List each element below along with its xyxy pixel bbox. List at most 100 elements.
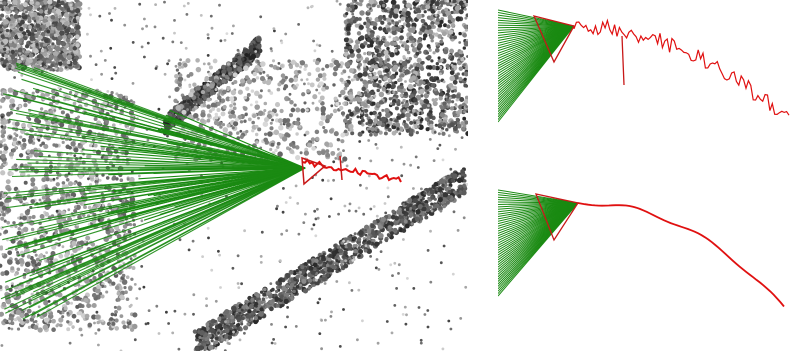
point bbox=[44, 184, 48, 188]
point bbox=[435, 62, 439, 66]
point bbox=[73, 181, 77, 186]
point bbox=[78, 174, 84, 179]
point bbox=[117, 93, 121, 98]
point bbox=[132, 323, 138, 330]
point bbox=[352, 97, 357, 102]
point bbox=[433, 88, 438, 92]
point bbox=[58, 253, 64, 259]
point bbox=[6, 207, 12, 213]
point bbox=[297, 23, 300, 26]
point bbox=[91, 302, 97, 309]
point bbox=[95, 287, 101, 294]
point bbox=[389, 117, 393, 122]
point bbox=[459, 96, 465, 103]
point bbox=[269, 47, 273, 50]
point bbox=[358, 2, 363, 7]
point bbox=[352, 19, 357, 24]
point bbox=[439, 112, 445, 118]
point bbox=[69, 28, 75, 34]
point bbox=[206, 36, 210, 40]
point bbox=[463, 7, 467, 11]
point bbox=[236, 322, 241, 327]
point bbox=[54, 45, 61, 52]
point bbox=[72, 101, 77, 106]
point bbox=[105, 290, 109, 294]
point bbox=[30, 227, 35, 232]
point bbox=[365, 186, 368, 190]
point bbox=[430, 195, 434, 200]
point bbox=[445, 127, 449, 132]
point bbox=[433, 181, 439, 187]
point bbox=[405, 16, 409, 20]
point bbox=[434, 7, 438, 12]
point bbox=[37, 305, 41, 309]
point bbox=[101, 203, 105, 207]
point bbox=[58, 61, 63, 66]
point bbox=[366, 235, 371, 240]
point bbox=[357, 246, 361, 250]
point bbox=[358, 17, 362, 21]
point bbox=[16, 107, 20, 111]
point bbox=[268, 294, 273, 299]
point bbox=[452, 0, 457, 4]
point bbox=[421, 103, 427, 110]
point bbox=[81, 213, 86, 217]
point bbox=[18, 153, 24, 158]
point bbox=[447, 190, 452, 194]
point bbox=[47, 45, 51, 49]
point bbox=[463, 24, 468, 29]
point bbox=[126, 126, 130, 130]
point bbox=[104, 119, 110, 124]
point bbox=[307, 286, 312, 290]
point bbox=[393, 227, 398, 232]
point bbox=[173, 309, 177, 313]
point bbox=[114, 285, 120, 290]
point bbox=[253, 315, 259, 321]
point bbox=[405, 112, 411, 118]
point bbox=[227, 335, 233, 340]
point bbox=[19, 312, 25, 319]
point bbox=[74, 156, 79, 161]
point bbox=[426, 72, 432, 77]
point bbox=[38, 253, 43, 259]
point bbox=[348, 281, 351, 285]
point bbox=[452, 126, 458, 131]
point bbox=[394, 106, 399, 111]
point bbox=[464, 16, 468, 20]
point bbox=[429, 115, 433, 119]
point bbox=[114, 310, 118, 314]
point bbox=[9, 111, 13, 115]
point bbox=[392, 13, 399, 19]
point bbox=[87, 322, 93, 328]
point bbox=[352, 244, 357, 248]
point bbox=[247, 309, 252, 314]
point bbox=[224, 309, 230, 315]
point bbox=[357, 97, 363, 103]
point bbox=[338, 2, 342, 6]
point bbox=[275, 281, 280, 285]
point bbox=[14, 49, 18, 53]
point bbox=[380, 116, 387, 122]
point bbox=[12, 221, 16, 225]
point bbox=[57, 292, 63, 298]
point bbox=[58, 14, 63, 19]
point bbox=[406, 50, 411, 55]
point bbox=[63, 12, 70, 18]
point bbox=[64, 253, 69, 258]
point bbox=[362, 79, 368, 85]
point bbox=[55, 30, 60, 35]
point bbox=[378, 85, 382, 89]
point bbox=[400, 174, 404, 178]
point bbox=[433, 197, 437, 201]
point bbox=[318, 332, 322, 335]
point bbox=[350, 78, 354, 82]
point bbox=[8, 151, 14, 157]
point bbox=[413, 83, 417, 88]
point bbox=[19, 257, 24, 263]
point bbox=[386, 27, 391, 32]
point bbox=[415, 209, 421, 215]
point bbox=[408, 17, 413, 21]
point bbox=[86, 303, 92, 309]
point bbox=[0, 133, 6, 139]
point bbox=[433, 76, 437, 79]
